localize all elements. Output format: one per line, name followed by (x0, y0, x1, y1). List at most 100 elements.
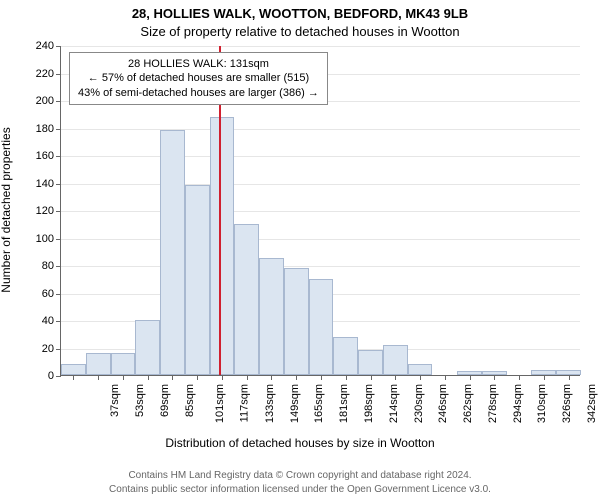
ytick-mark (56, 211, 61, 212)
ytick-mark (56, 129, 61, 130)
ytick-mark (56, 101, 61, 102)
xtick-mark (98, 375, 99, 380)
xtick-mark (544, 375, 545, 380)
ytick-label: 160 (24, 150, 54, 162)
xtick-label: 165sqm (314, 384, 326, 423)
xtick-mark (123, 375, 124, 380)
xtick-label: 101sqm (215, 384, 227, 423)
gridline (61, 46, 580, 47)
xtick-label: 214sqm (388, 384, 400, 423)
histogram-bar (284, 268, 309, 375)
xtick-label: 278sqm (487, 384, 499, 423)
gridline (61, 239, 580, 240)
gridline (61, 156, 580, 157)
xtick-mark (445, 375, 446, 380)
xtick-mark (371, 375, 372, 380)
xtick-mark (470, 375, 471, 380)
annotation-line: 43% of semi-detached houses are larger (… (78, 86, 319, 100)
ytick-label: 60 (24, 288, 54, 300)
histogram-bar (259, 258, 284, 375)
xtick-label: 133sqm (264, 384, 276, 423)
xtick-label: 198sqm (363, 384, 375, 423)
ytick-label: 100 (24, 233, 54, 245)
xtick-mark (222, 375, 223, 380)
ytick-mark (56, 294, 61, 295)
xtick-label: 37sqm (109, 384, 121, 417)
xtick-mark (420, 375, 421, 380)
ytick-mark (56, 156, 61, 157)
plot-area: 28 HOLLIES WALK: 131sqm← 57% of detached… (60, 46, 580, 376)
ytick-label: 20 (24, 343, 54, 355)
footer-attribution-1: Contains HM Land Registry data © Crown c… (0, 470, 600, 481)
histogram-bar (234, 224, 259, 375)
annotation-line: ← 57% of detached houses are smaller (51… (78, 71, 319, 85)
xtick-mark (494, 375, 495, 380)
xtick-mark (247, 375, 248, 380)
histogram-bar (358, 350, 383, 375)
ytick-label: 240 (24, 40, 54, 52)
ytick-mark (56, 376, 61, 377)
histogram-bar (111, 353, 136, 375)
annotation-line: 28 HOLLIES WALK: 131sqm (78, 57, 319, 71)
y-axis-label: Number of detached properties (0, 110, 13, 310)
gridline (61, 266, 580, 267)
histogram-bar (210, 117, 235, 376)
gridline (61, 184, 580, 185)
xtick-label: 117sqm (239, 384, 251, 422)
xtick-mark (519, 375, 520, 380)
xtick-label: 342sqm (586, 384, 598, 423)
gridline (61, 129, 580, 130)
histogram-bar (160, 130, 185, 375)
footer-attribution-2: Contains public sector information licen… (0, 484, 600, 495)
ytick-mark (56, 266, 61, 267)
xtick-label: 181sqm (338, 384, 350, 423)
xtick-label: 53sqm (134, 384, 146, 417)
xtick-mark (395, 375, 396, 380)
histogram-bar (408, 364, 433, 375)
ytick-mark (56, 349, 61, 350)
annotation-box: 28 HOLLIES WALK: 131sqm← 57% of detached… (69, 52, 328, 105)
histogram-bar (135, 320, 160, 375)
xtick-label: 294sqm (512, 384, 524, 423)
ytick-mark (56, 321, 61, 322)
histogram-bar (309, 279, 334, 375)
histogram-bar (86, 353, 111, 375)
xtick-label: 310sqm (536, 384, 548, 423)
ytick-mark (56, 46, 61, 47)
ytick-label: 0 (24, 370, 54, 382)
xtick-label: 246sqm (437, 384, 449, 423)
chart-title-line1: 28, HOLLIES WALK, WOOTTON, BEDFORD, MK43… (0, 6, 600, 21)
xtick-label: 85sqm (184, 384, 196, 417)
xtick-label: 69sqm (159, 384, 171, 417)
xtick-label: 326sqm (561, 384, 573, 423)
histogram-bar (383, 345, 408, 375)
ytick-label: 200 (24, 95, 54, 107)
ytick-label: 120 (24, 205, 54, 217)
ytick-mark (56, 239, 61, 240)
xtick-mark (346, 375, 347, 380)
ytick-label: 140 (24, 178, 54, 190)
chart-title-line2: Size of property relative to detached ho… (0, 24, 600, 39)
xtick-mark (148, 375, 149, 380)
xtick-mark (197, 375, 198, 380)
xtick-label: 230sqm (413, 384, 425, 423)
xtick-mark (321, 375, 322, 380)
xtick-mark (73, 375, 74, 380)
ytick-label: 80 (24, 260, 54, 272)
ytick-mark (56, 74, 61, 75)
histogram-bar (61, 364, 86, 375)
ytick-label: 180 (24, 123, 54, 135)
xtick-label: 149sqm (289, 384, 301, 423)
ytick-label: 40 (24, 315, 54, 327)
x-axis-label: Distribution of detached houses by size … (0, 436, 600, 450)
xtick-label: 262sqm (462, 384, 474, 423)
histogram-bar (333, 337, 358, 376)
xtick-mark (296, 375, 297, 380)
histogram-bar (185, 185, 210, 375)
xtick-mark (569, 375, 570, 380)
xtick-mark (172, 375, 173, 380)
ytick-label: 220 (24, 68, 54, 80)
ytick-mark (56, 184, 61, 185)
xtick-mark (271, 375, 272, 380)
gridline (61, 211, 580, 212)
